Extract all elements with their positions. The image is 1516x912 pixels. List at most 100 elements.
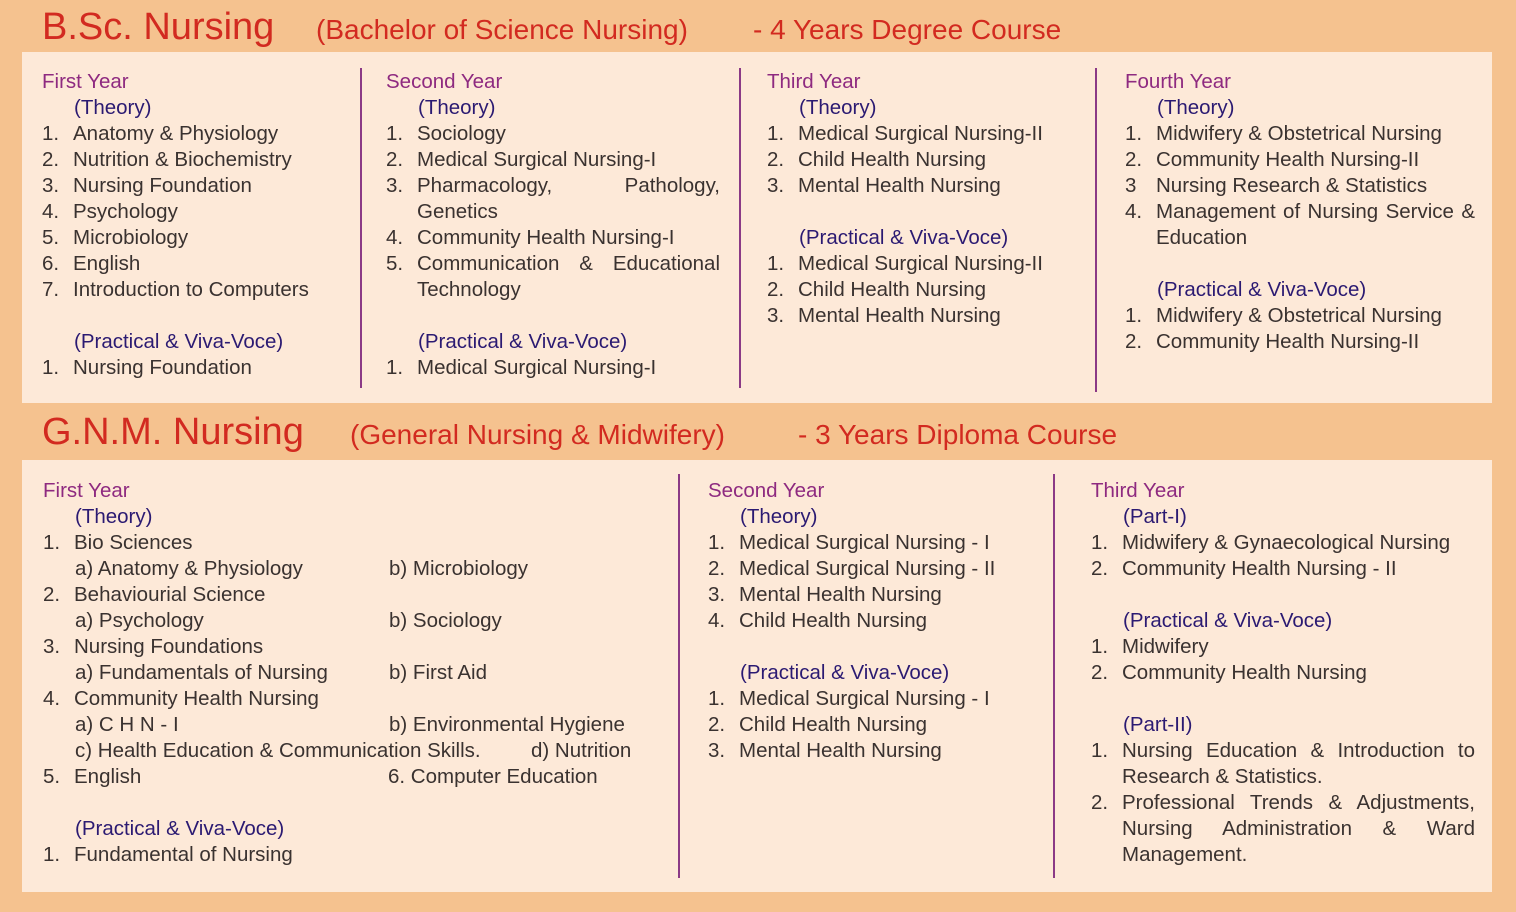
sub-subject: d) Nutrition xyxy=(531,739,632,762)
sub-subject: a) C H N - I xyxy=(75,713,179,736)
year-heading: Second Year xyxy=(708,479,825,502)
subject-item: 3. Mental Health Nursing xyxy=(767,303,1067,329)
sub-subject: b) First Aid xyxy=(389,661,487,684)
item-text: Midwifery & Gynaecological Nursing xyxy=(1122,531,1451,554)
item-text: Nutrition & Biochemistry xyxy=(73,148,292,171)
item-text: Microbiology xyxy=(73,226,189,249)
item-number: 6. xyxy=(42,252,60,275)
bsc-year-column: First Year (Theory) 1. Anatomy & Physiology… xyxy=(42,69,362,381)
item-text: Nursing Foundations xyxy=(74,635,264,658)
subject-item: 1. Nursing Foundation xyxy=(42,355,362,381)
column-divider xyxy=(739,68,741,388)
item-text: Medical Surgical Nursing - II xyxy=(739,557,996,580)
item-number: 1. xyxy=(42,356,60,379)
item-text: Communication & Educational Technology xyxy=(417,252,720,301)
subject-item: 3. Mental Health Nursing xyxy=(767,173,1067,199)
bsc-year-column: Second Year (Theory) 1. Sociology 2. Medical … xyxy=(386,69,720,381)
section-heading: (Theory) xyxy=(418,96,496,119)
item-text: Medical Surgical Nursing - I xyxy=(739,531,990,554)
section-heading: (Theory) xyxy=(799,96,877,119)
sub-subject-row: a) Psychology b) Sociology xyxy=(43,608,663,634)
subject-item: 6. English xyxy=(42,251,362,277)
subject-item: 3. Mental Health Nursing xyxy=(708,582,1038,608)
sub-subject-row: a) Fundamentals of Nursing b) First Aid xyxy=(43,660,663,686)
subject-item: 1. Medical Surgical Nursing - I xyxy=(708,530,1038,556)
item-number: 4. xyxy=(1125,200,1143,223)
item-number: 3 xyxy=(1125,174,1137,197)
item-text: Mental Health Nursing xyxy=(739,583,942,606)
gnm-panel xyxy=(22,460,1492,892)
column-divider xyxy=(360,68,362,388)
item-number: 1. xyxy=(767,122,785,145)
subject-item: 3 Nursing Research & Statistics xyxy=(1125,173,1475,199)
section-heading: (Theory) xyxy=(1157,96,1235,119)
item-text: Medical Surgical Nursing-I xyxy=(417,148,657,171)
section-heading: (Practical & Viva-Voce) xyxy=(799,226,1009,249)
subject-item: 1. Midwifery & Gynaecological Nursing xyxy=(1091,530,1475,556)
subject-item: 1. Bio Sciences xyxy=(43,530,663,556)
gnm-title: G.N.M. Nursing xyxy=(42,411,304,453)
item-number: 2. xyxy=(708,557,726,580)
item-text: Fundamental of Nursing xyxy=(74,843,293,866)
item-text: Mental Health Nursing xyxy=(798,174,1001,197)
item-number: 2. xyxy=(1091,557,1109,580)
bsc-subtitle: (Bachelor of Science Nursing) xyxy=(316,14,688,45)
sub-subject-row: a) C H N - I b) Environmental Hygiene xyxy=(43,712,663,738)
item-number: 2. xyxy=(767,148,785,171)
subject-item: 4. Psychology xyxy=(42,199,362,225)
item-number: 3. xyxy=(386,174,404,197)
subject-item: 2. Professional Trends & Adjustments, Nur… xyxy=(1091,790,1475,868)
subject-item: 1. Medical Surgical Nursing-II xyxy=(767,121,1067,147)
subject-item: 3. Pharmacology, Pathology, Genetics xyxy=(386,173,720,225)
subject-item: 1. Sociology xyxy=(386,121,720,147)
item-number: 5. xyxy=(43,765,61,788)
item-number: 1. xyxy=(1125,122,1143,145)
subject-item: 5. English 6. Computer Education xyxy=(43,764,663,790)
section-heading: (Practical & Viva-Voce) xyxy=(1123,609,1333,632)
sub-subject-row: c) Health Education & Communication Skil… xyxy=(43,738,663,764)
subject-item: 1. Medical Surgical Nursing-II xyxy=(767,251,1067,277)
item-text: Child Health Nursing xyxy=(798,278,987,301)
subject-item: 4. Community Health Nursing xyxy=(43,686,663,712)
subject-item: 2. Nutrition & Biochemistry xyxy=(42,147,362,173)
item-text: Anatomy & Physiology xyxy=(73,122,279,145)
spacer xyxy=(767,199,1067,225)
gnm-year-column: Second Year (Theory) 1. Medical Surgical Nu… xyxy=(708,478,1038,764)
item-text: Behaviourial Science xyxy=(74,583,266,606)
bsc-year-column: Fourth Year (Theory) 1. Midwifery & Obstetr… xyxy=(1125,69,1475,355)
item-text: English xyxy=(74,765,142,788)
section-heading: (Theory) xyxy=(74,96,152,119)
item-text: Psychology xyxy=(73,200,178,223)
subject-item: 1. Medical Surgical Nursing - I xyxy=(708,686,1038,712)
item-number: 5. xyxy=(386,252,404,275)
subject-item: 2. Child Health Nursing xyxy=(708,712,1038,738)
item-text: Pharmacology, Pathology, Genetics xyxy=(417,174,720,223)
item-text: Community Health Nursing xyxy=(1122,661,1367,684)
year-heading: Third Year xyxy=(1091,479,1185,502)
item-number: 3. xyxy=(767,304,785,327)
section-heading: (Theory) xyxy=(75,505,153,528)
column-divider xyxy=(1053,474,1055,878)
item-text: Midwifery xyxy=(1122,635,1209,658)
year-heading: First Year xyxy=(43,479,130,502)
item-number: 1. xyxy=(1091,531,1109,554)
item-text: Midwifery & Obstetrical Nursing xyxy=(1156,304,1442,327)
sub-subject: c) Health Education & Communication Skil… xyxy=(75,739,481,762)
item-number: 2. xyxy=(1125,330,1143,353)
subject-item: 1. Nursing Education & Introduction to Re… xyxy=(1091,738,1475,790)
item-number: 2. xyxy=(1091,661,1109,684)
item-text: 6. Computer Education xyxy=(388,765,598,788)
subject-item: 2. Child Health Nursing xyxy=(767,147,1067,173)
subject-item: 2. Community Health Nursing-II xyxy=(1125,147,1475,173)
sub-subject: a) Psychology xyxy=(75,609,204,632)
subject-item: 5. Microbiology xyxy=(42,225,362,251)
subject-item: 2. Community Health Nursing xyxy=(1091,660,1475,686)
item-text: English xyxy=(73,252,141,275)
section-heading: (Part-I) xyxy=(1123,505,1187,528)
item-text: Professional Trends & Adjustments, Nursi… xyxy=(1122,791,1475,866)
item-number: 1. xyxy=(43,531,61,554)
item-number: 2. xyxy=(386,148,404,171)
subject-item: 5. Communication & Educational Technology xyxy=(386,251,720,303)
subject-item: 2. Medical Surgical Nursing-I xyxy=(386,147,720,173)
item-text: Nursing Foundation xyxy=(73,356,252,379)
